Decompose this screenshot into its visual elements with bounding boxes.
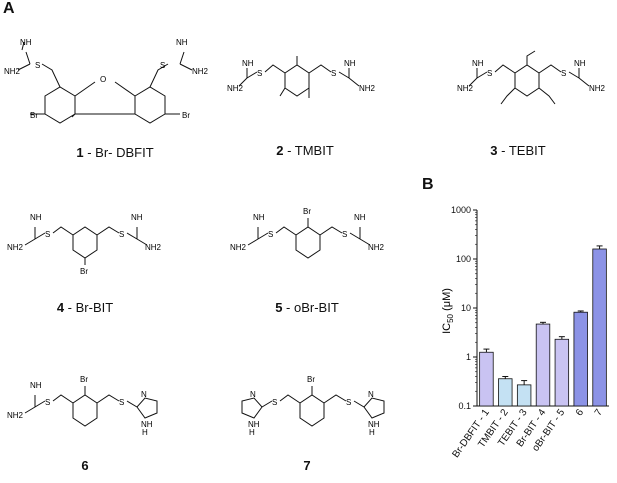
- c3-nh2-left: NH2: [457, 84, 474, 93]
- c4-s-left: S: [45, 230, 50, 239]
- c1-o: O: [100, 75, 106, 84]
- c4-nh-left: NH: [30, 213, 42, 222]
- compound-1-structure: NH NH2 S O S NH NH2 Br Br: [0, 30, 210, 130]
- compound-1-label: 1 - Br- DBFIT: [76, 145, 154, 160]
- c5-s-right: S: [342, 230, 347, 239]
- panel-a-label: A: [3, 0, 15, 17]
- c1-nh-right: NH: [176, 38, 188, 47]
- ic50-bar-chart: IC50 (μM) 0.1 1 10 100 1000 Br-DBFIT - 1 TMBIT…: [437, 196, 617, 478]
- c2-s-right: S: [331, 69, 336, 78]
- compound-7-structure: N NH H S Br S N NH H: [228, 370, 398, 445]
- c1-br-left: Br: [30, 111, 38, 120]
- bar: [573, 311, 588, 407]
- bar: [479, 351, 494, 407]
- c3-s-left: S: [487, 69, 492, 78]
- c7-s-left: S: [272, 398, 277, 407]
- c1-nh2-right: NH2: [192, 67, 209, 76]
- c5-nh2-left: NH2: [230, 243, 247, 252]
- bar: [592, 248, 607, 407]
- bar: [535, 323, 551, 407]
- compound-3-structure: NH NH2 S S NH NH2: [455, 48, 615, 118]
- c2-nh2-right: NH2: [359, 84, 376, 93]
- y-tick-label: 100: [456, 254, 471, 264]
- y-tick-label: 10: [461, 303, 471, 313]
- c6-s-right: S: [119, 398, 124, 407]
- c6-n-ring: N: [141, 390, 147, 399]
- c3-s-right: S: [561, 69, 566, 78]
- c5-br: Br: [303, 207, 311, 216]
- c5-s-left: S: [268, 230, 273, 239]
- c3-nh-left: NH: [472, 59, 484, 68]
- panel-b-label: B: [422, 176, 434, 193]
- bar: [554, 338, 570, 407]
- c1-s-left: S: [35, 61, 40, 70]
- c4-nh2-left: NH2: [7, 243, 24, 252]
- c1-nh-left: NH: [20, 38, 32, 47]
- c4-nh2-right: NH2: [145, 243, 162, 252]
- compound-5-label: 5 - oBr-BIT: [275, 300, 339, 315]
- compound-6-label: 6: [81, 458, 89, 473]
- compound-3-label: 3 - TEBIT: [490, 143, 546, 158]
- compound-2-structure: NH NH2 S S NH NH2: [225, 48, 385, 108]
- compound-2-label: 2 - TMBIT: [276, 143, 334, 158]
- c7-h-left: H: [249, 428, 255, 437]
- compound-4-structure: NH NH2 S S NH NH2 Br: [5, 205, 165, 280]
- c2-s-left: S: [257, 69, 262, 78]
- c6-nh-ring: NH: [141, 420, 153, 429]
- c7-nh-right: NH: [368, 420, 380, 429]
- c2-nh-right: NH: [344, 59, 356, 68]
- c1-br-right: Br: [182, 111, 190, 120]
- c4-s-right: S: [119, 230, 124, 239]
- compound-5-structure: NH NH2 S Br S NH NH2: [228, 202, 388, 272]
- c7-br: Br: [307, 375, 315, 384]
- y-axis-title: IC50 (μM): [441, 288, 455, 334]
- c5-nh2-right: NH2: [368, 243, 385, 252]
- c4-nh-right: NH: [131, 213, 143, 222]
- c7-s-right: S: [346, 398, 351, 407]
- c3-nh2-right: NH2: [589, 84, 606, 93]
- c7-n-right: N: [368, 390, 374, 399]
- c5-nh-right: NH: [354, 213, 366, 222]
- bar: [498, 378, 513, 407]
- c6-nh-left: NH: [30, 381, 42, 390]
- c7-n-left: N: [250, 390, 256, 399]
- c6-s-left: S: [45, 398, 50, 407]
- c7-h-right: H: [369, 428, 375, 437]
- c7-nh-left: NH: [248, 420, 260, 429]
- c6-h-ring: H: [142, 428, 148, 437]
- y-tick-label: 1: [466, 352, 471, 362]
- y-tick-label: 0.1: [458, 401, 471, 411]
- c6-br: Br: [80, 375, 88, 384]
- x-tick-label: 6: [574, 407, 586, 418]
- compound-4-label: 4 - Br-BIT: [56, 300, 114, 315]
- y-tick-label: 1000: [451, 205, 471, 215]
- c6-nh2-left: NH2: [7, 411, 24, 420]
- c2-nh2-left: NH2: [227, 84, 244, 93]
- c4-br: Br: [80, 267, 88, 276]
- x-tick-label: 7: [593, 407, 605, 418]
- c1-nh2-left: NH2: [4, 67, 21, 76]
- c2-nh-left: NH: [242, 59, 254, 68]
- c3-nh-right: NH: [574, 59, 586, 68]
- c5-nh-left: NH: [253, 213, 265, 222]
- c1-s-right: S: [160, 61, 165, 70]
- bar: [516, 384, 532, 407]
- compound-6-structure: NH NH2 S Br S N NH H: [5, 370, 165, 445]
- compound-7-label: 7: [303, 458, 311, 473]
